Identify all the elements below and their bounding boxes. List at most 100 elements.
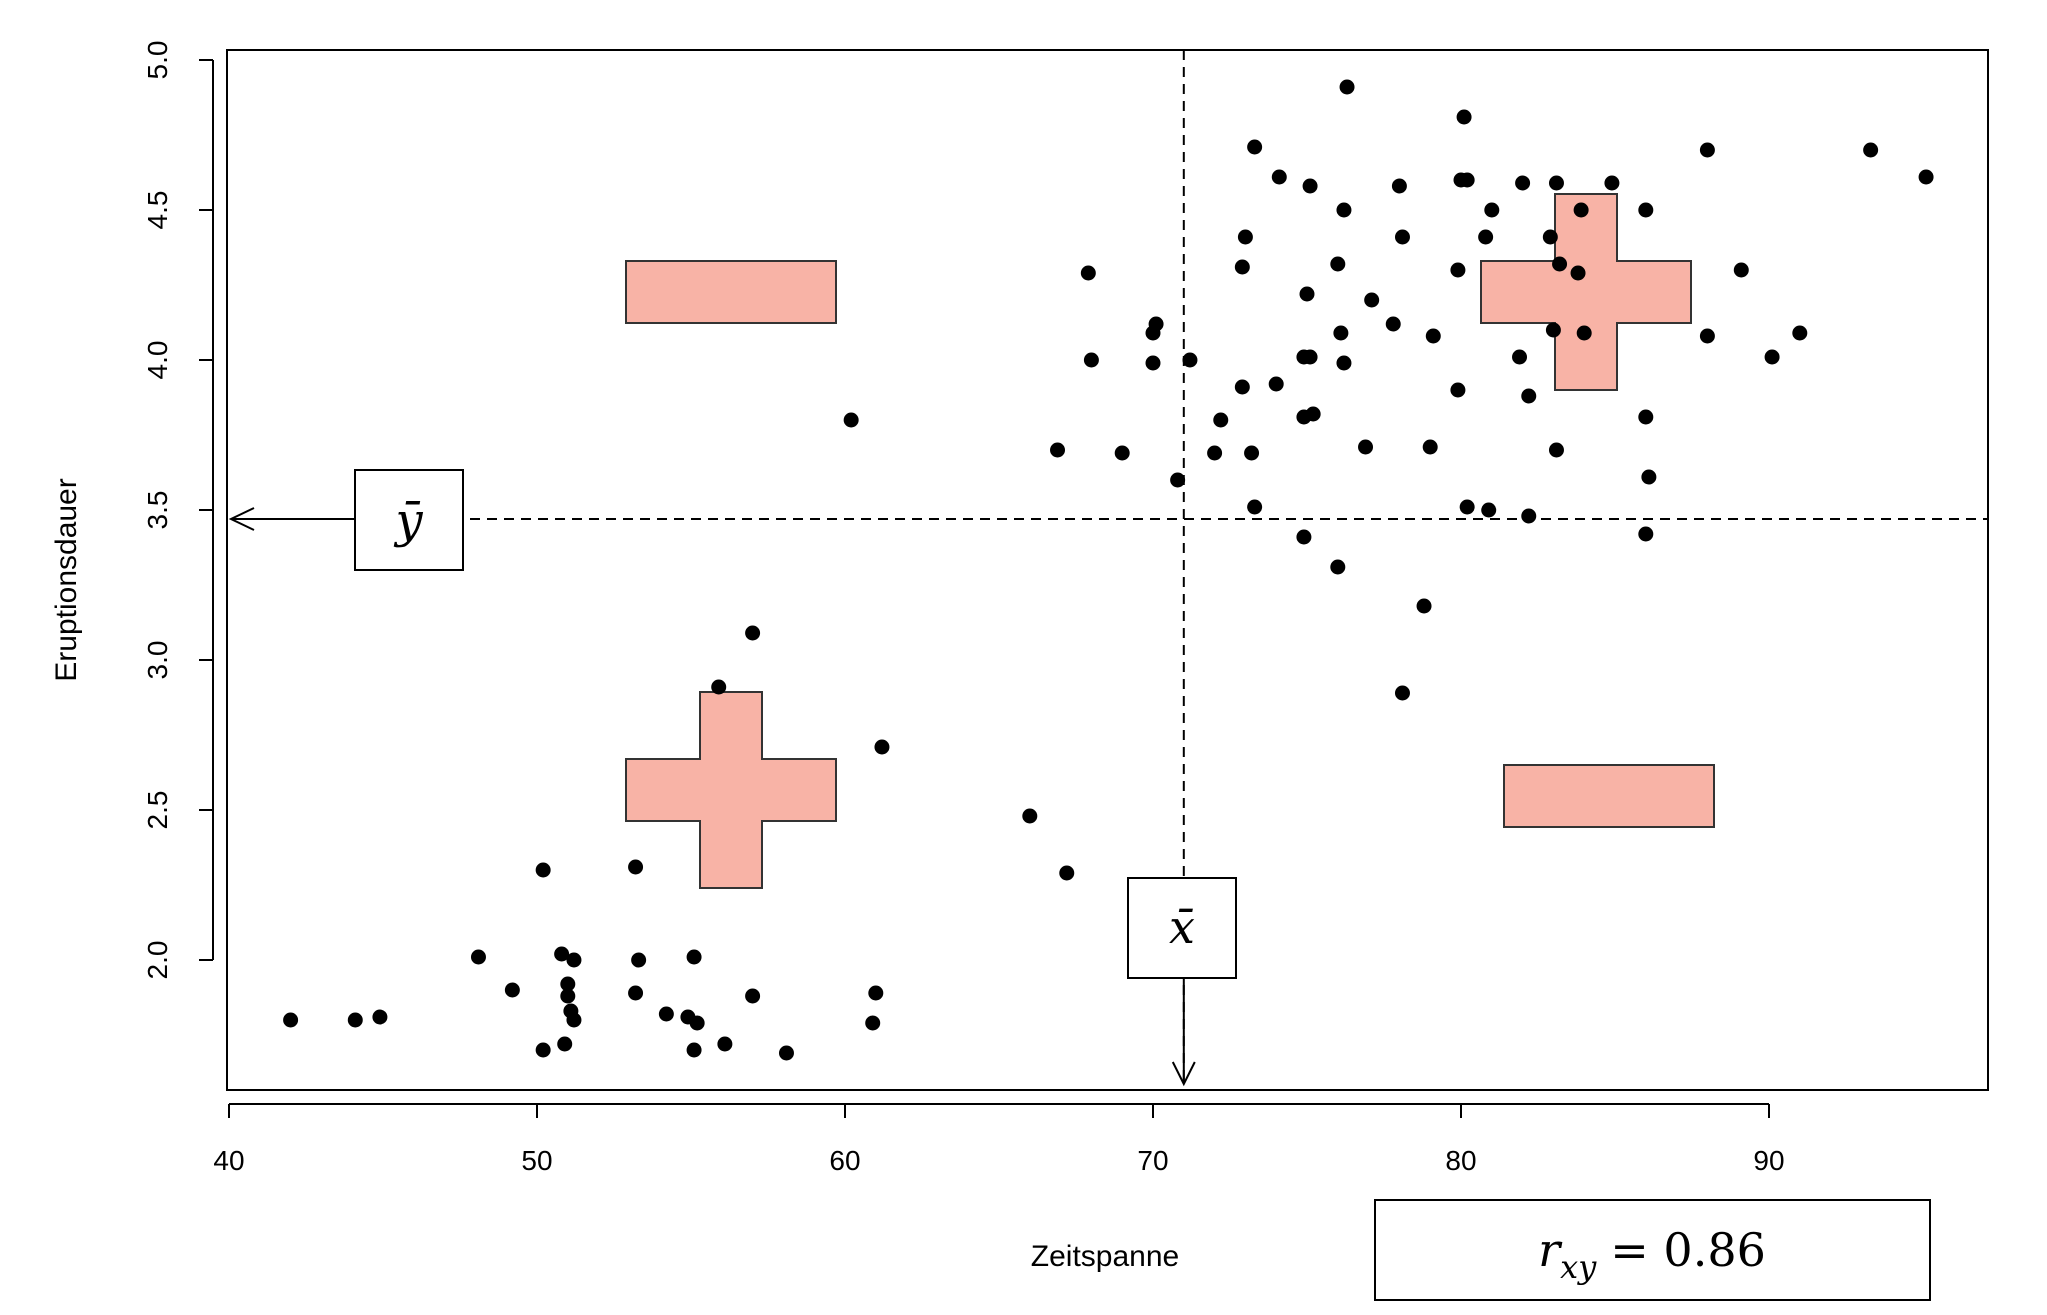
data-point [1114,445,1130,461]
data-point [1521,388,1537,404]
data-point [1604,175,1620,191]
data-point [745,988,761,1004]
data-point [372,1009,388,1025]
data-point [1422,439,1438,455]
data-point [1425,328,1441,344]
data-point [557,1036,573,1052]
y-tick-label: 5.0 [142,41,173,80]
plot-frame [226,49,1989,1091]
data-point [1699,328,1715,344]
data-point [1364,292,1380,308]
data-point [1391,178,1407,194]
data-point [1385,316,1401,332]
data-point [1459,172,1475,188]
data-point [1733,262,1749,278]
y-tick-label: 4.0 [142,341,173,380]
data-point [1333,325,1349,341]
data-point [1234,379,1250,395]
data-points [283,79,1934,1061]
correlation-subscript: xy [1560,1248,1597,1286]
data-point [1358,439,1374,455]
y-axis: 2.0 2.5 3.0 3.5 4.0 4.5 5.0 [142,41,214,980]
data-point [1416,598,1432,614]
data-point [1542,229,1558,245]
x-tick-label: 60 [829,1145,860,1176]
data-point [1792,325,1808,341]
x-tick-label: 90 [1753,1145,1784,1176]
data-point [1484,202,1500,218]
data-point [1145,355,1161,371]
data-point [1080,265,1096,281]
data-point [1570,265,1586,281]
x-tick-label: 70 [1137,1145,1168,1176]
data-point [711,679,727,695]
data-point [1515,175,1531,191]
mean-x-label: x̄ [1169,900,1195,954]
data-point [1302,349,1318,365]
data-point [868,985,884,1001]
data-point [1244,445,1260,461]
data-point [1237,229,1253,245]
data-point [1576,325,1592,341]
mean-y-box: ȳ [354,469,464,571]
quadrant-sign-minus-top-left [625,260,837,324]
data-point [865,1015,881,1031]
x-tick-label: 50 [521,1145,552,1176]
data-point [1699,142,1715,158]
data-point [1302,178,1318,194]
data-point [1247,499,1263,515]
data-point [554,946,570,962]
data-point [1336,202,1352,218]
data-point [686,949,702,965]
data-point [1512,349,1528,365]
data-point [1207,445,1223,461]
data-point [1764,349,1780,365]
data-point [1548,442,1564,458]
data-point [1863,142,1879,158]
mean-x-arrowhead [1171,1061,1196,1087]
data-point [628,985,644,1001]
y-tick-label: 4.5 [142,191,173,230]
data-point [1083,352,1099,368]
data-point [1271,169,1287,185]
data-point [658,1006,674,1022]
data-point [717,1036,733,1052]
data-point [1478,229,1494,245]
data-point [628,859,644,875]
data-point [843,412,859,428]
data-point [283,1012,299,1028]
data-point [566,1012,582,1028]
data-point [1213,412,1229,428]
data-point [1459,499,1475,515]
x-axis-title: Zeitspanne [1031,1240,1179,1273]
data-point [1296,529,1312,545]
data-point [1336,355,1352,371]
data-point [1268,376,1284,392]
mean-y-label: ȳ [393,493,423,549]
data-point [1247,139,1263,155]
data-point [745,625,761,641]
x-axis: 40 50 60 70 80 90 [213,1103,1785,1176]
correlation-value: = 0.86 [1610,1223,1766,1277]
data-point [1521,508,1537,524]
data-point [1394,229,1410,245]
data-point [1050,442,1066,458]
data-point [1918,169,1934,185]
data-point [686,1042,702,1058]
data-point [1641,469,1657,485]
data-point [1394,685,1410,701]
data-point [504,982,520,998]
y-tick-label: 2.5 [142,791,173,830]
data-point [1330,256,1346,272]
x-tick-label: 80 [1445,1145,1476,1176]
y-tick-label: 2.0 [142,941,173,980]
quadrant-signs [625,193,1715,889]
quadrant-sign-plus-bottom-left [625,691,837,889]
data-point [1450,382,1466,398]
data-point [1022,808,1038,824]
x-tick-label: 40 [213,1145,244,1176]
data-point [631,952,647,968]
y-tick-label: 3.0 [142,641,173,680]
data-point [560,988,576,1004]
